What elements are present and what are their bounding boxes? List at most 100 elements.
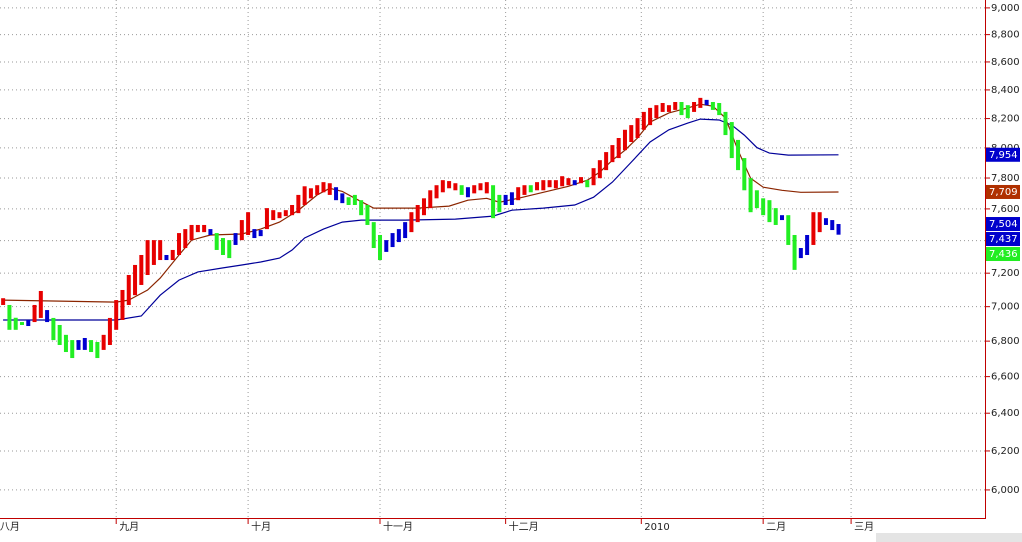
range-bar [754, 190, 759, 209]
range-bar [629, 125, 634, 142]
range-bar [421, 198, 426, 216]
y-tick-label: 7,800 [991, 173, 1020, 184]
range-bar [246, 212, 251, 235]
range-bar [472, 185, 477, 194]
y-tick-label: 6,000 [991, 485, 1020, 496]
range-bar [428, 190, 433, 209]
range-bar [591, 168, 596, 186]
range-bar [572, 180, 577, 186]
x-tick-label: 十月 [251, 520, 271, 533]
range-bar [302, 186, 307, 205]
range-bar [579, 177, 584, 184]
range-bar [491, 185, 496, 219]
range-bar [252, 229, 257, 239]
range-bar [836, 224, 841, 235]
price-label-box [986, 147, 1020, 162]
range-bar [308, 188, 313, 199]
range-bar [145, 240, 150, 275]
x-tick-label: 十二月 [509, 520, 539, 533]
range-bar [792, 234, 797, 270]
x-tick-label: 2010 [644, 522, 669, 533]
y-tick-label: 8,600 [991, 57, 1020, 68]
range-bar [390, 233, 395, 248]
y-tick-label: 7,200 [991, 268, 1020, 279]
range-bar [63, 334, 68, 353]
range-bar [359, 200, 364, 216]
y-tick-label: 8,400 [991, 85, 1020, 96]
range-bar [396, 229, 401, 243]
range-bar [264, 208, 269, 230]
range-bar [679, 102, 684, 116]
range-bar [729, 122, 734, 159]
range-bar [528, 185, 533, 193]
range-bar [830, 220, 835, 231]
range-bar [622, 129, 627, 151]
range-bar [26, 319, 31, 327]
range-bar [503, 194, 508, 205]
range-bar [786, 215, 791, 245]
range-bar [535, 182, 540, 191]
range-bar [748, 178, 753, 213]
range-bar [780, 215, 785, 221]
range-bar [233, 233, 238, 245]
x-tick-label: 八月 [0, 521, 20, 533]
range-bar [340, 193, 345, 204]
range-bar [798, 248, 803, 259]
range-bar [509, 192, 514, 205]
range-bar [315, 185, 320, 195]
y-tick-label: 8,200 [991, 114, 1020, 125]
range-bar [604, 152, 609, 171]
range-bar [566, 178, 571, 186]
range-bar [283, 210, 288, 217]
range-bar [560, 176, 565, 187]
range-bar [346, 197, 351, 205]
range-bar [195, 224, 200, 233]
range-bar [635, 118, 640, 139]
range-bar [434, 185, 439, 199]
y-tick-label: 9,000 [991, 3, 1020, 14]
range-bar [685, 105, 690, 119]
range-bar [227, 240, 232, 259]
range-bar [767, 200, 772, 223]
range-bar [484, 182, 489, 194]
range-bar [258, 230, 263, 237]
range-bar [220, 238, 225, 255]
range-bar [95, 342, 100, 359]
scroll-strip [876, 533, 1022, 542]
range-bar [1, 298, 6, 305]
range-bar [811, 212, 816, 245]
y-tick-label: 6,200 [991, 446, 1020, 457]
range-bar [277, 212, 282, 219]
range-bar [673, 102, 678, 110]
range-bar [271, 210, 276, 221]
range-bar [365, 204, 370, 225]
range-bar [704, 99, 709, 106]
range-bar [823, 218, 828, 225]
range-bar [208, 229, 213, 235]
range-bar [189, 224, 194, 241]
range-bar [698, 97, 703, 108]
range-bar [114, 300, 119, 330]
range-bar [89, 340, 94, 353]
y-tick-label: 8,800 [991, 30, 1020, 41]
y-tick-label: 6,800 [991, 336, 1020, 347]
range-bar [214, 233, 219, 250]
range-bar [32, 304, 37, 323]
range-bar [107, 317, 112, 345]
price-label: 7,709 [989, 187, 1018, 198]
range-bar [692, 102, 697, 112]
range-bar [296, 194, 301, 214]
x-tick-label: 十一月 [383, 520, 413, 533]
range-bar [453, 183, 458, 191]
range-bar [327, 183, 332, 195]
range-bar [51, 317, 56, 341]
range-bar [447, 181, 452, 189]
y-tick-label: 6,400 [991, 408, 1020, 419]
range-bar [541, 180, 546, 191]
range-bar [547, 180, 552, 188]
range-bar [151, 240, 156, 265]
x-tick-label: 三月 [854, 521, 874, 533]
